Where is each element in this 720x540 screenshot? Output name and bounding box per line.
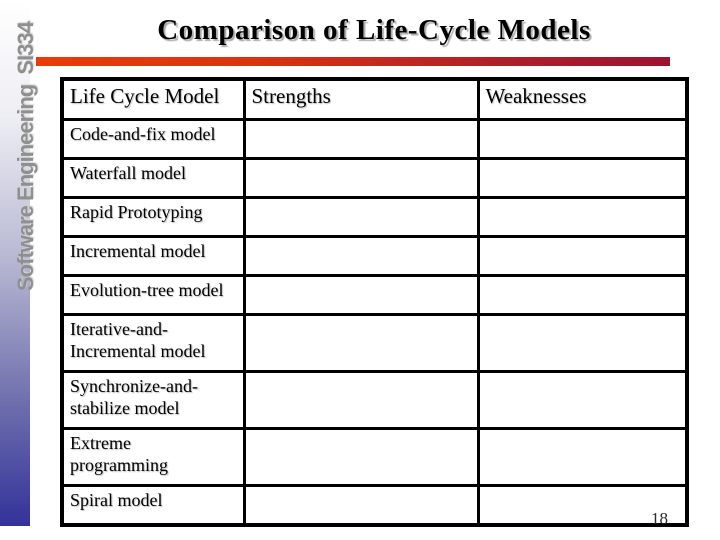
strengths-cell xyxy=(242,118,480,160)
table-row: Evolution-tree model xyxy=(60,274,689,316)
model-cell: Incremental model xyxy=(60,235,246,277)
table-row: Code-and-fix model xyxy=(60,118,689,160)
slide-title: Comparison of Life-Cycle Models xyxy=(157,14,591,46)
weaknesses-cell xyxy=(476,370,689,430)
model-cell: Iterative-and- Incremental model xyxy=(60,313,246,373)
table-row: Synchronize-and- stabilize model xyxy=(60,370,689,430)
weaknesses-cell xyxy=(476,274,689,316)
strengths-cell xyxy=(242,157,480,199)
table-row: Iterative-and- Incremental model xyxy=(60,313,689,373)
column-header-strengths: Strengths xyxy=(242,77,480,121)
strengths-cell xyxy=(242,427,480,487)
model-cell: Spiral model xyxy=(60,484,246,527)
table-row: Waterfall model xyxy=(60,157,689,199)
sidebar-gradient-bar xyxy=(0,0,30,526)
strengths-cell xyxy=(242,484,480,527)
strengths-cell xyxy=(242,196,480,238)
weaknesses-cell xyxy=(476,196,689,238)
model-cell: Extreme programming xyxy=(60,427,246,487)
weaknesses-cell xyxy=(476,313,689,373)
model-cell: Waterfall model xyxy=(60,157,246,199)
model-cell: Synchronize-and- stabilize model xyxy=(60,370,246,430)
weaknesses-cell xyxy=(476,118,689,160)
column-header-model: Life Cycle Model xyxy=(60,77,246,121)
table-row: Incremental model xyxy=(60,235,689,277)
weaknesses-cell xyxy=(476,157,689,199)
model-cell: Evolution-tree model xyxy=(60,274,246,316)
lifecycle-comparison-table: Life Cycle Model Strengths Weaknesses Co… xyxy=(60,77,689,527)
table-row: Rapid Prototyping xyxy=(60,196,689,238)
weaknesses-cell xyxy=(476,427,689,487)
table-row: Spiral model xyxy=(60,484,689,527)
table-header-row: Life Cycle Model Strengths Weaknesses xyxy=(60,77,689,121)
weaknesses-cell xyxy=(476,235,689,277)
strengths-cell xyxy=(242,370,480,430)
course-label: Software Engineering SI334 xyxy=(13,22,38,291)
title-accent-divider xyxy=(36,57,670,66)
model-cell: Code-and-fix model xyxy=(60,118,246,160)
table-row: Extreme programming xyxy=(60,427,689,487)
model-cell: Rapid Prototyping xyxy=(60,196,246,238)
weaknesses-cell xyxy=(476,484,689,527)
strengths-cell xyxy=(242,313,480,373)
strengths-cell xyxy=(242,235,480,277)
strengths-cell xyxy=(242,274,480,316)
column-header-weaknesses: Weaknesses xyxy=(476,77,689,121)
page-number: 18 xyxy=(651,509,668,528)
